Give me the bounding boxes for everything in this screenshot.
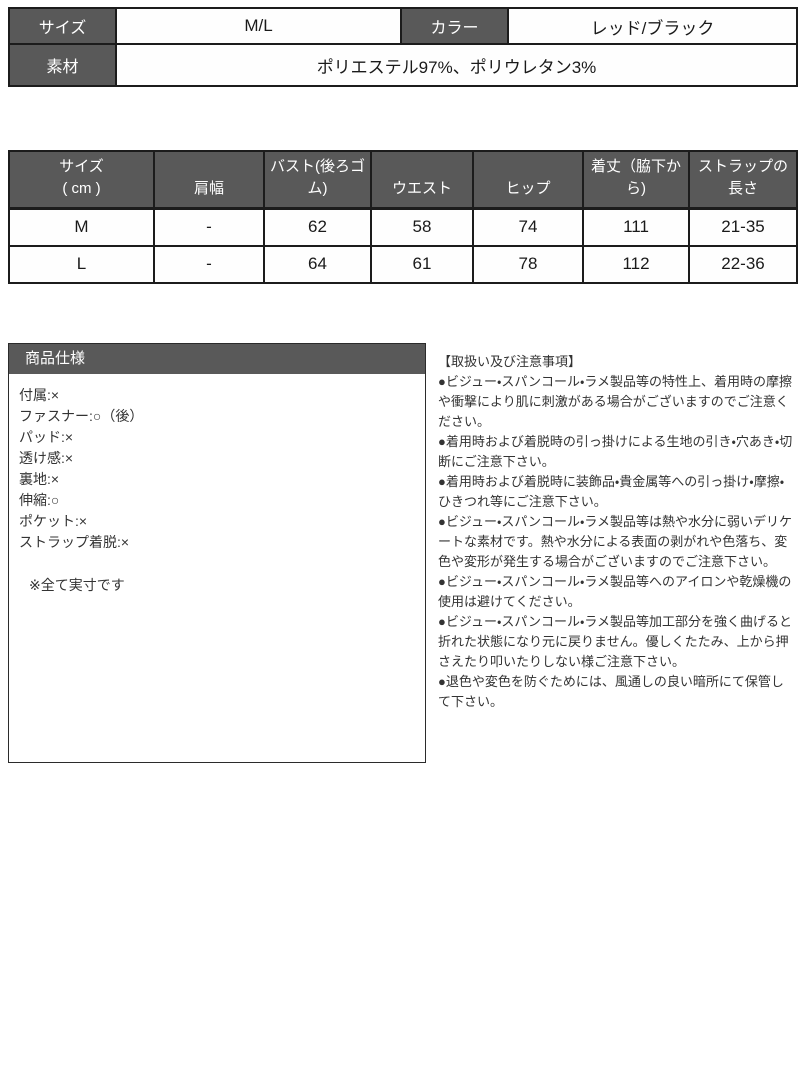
care-note-bending: ●ビジュー・スパンコール・ラメ製品等加工部分を強く曲げると折れた状態になり元に戻… bbox=[438, 614, 793, 669]
product-spec-list: 付属:× ファスナー:○（後） パッド:× 透け感:× 裏地:× 伸縮:○ ポケ… bbox=[9, 374, 425, 596]
spec-item-fastener: ファスナー:○（後） bbox=[19, 408, 144, 424]
size-l-label: L bbox=[8, 244, 155, 284]
info-table-row-material: 素材 ポリエステル97%、ポリウレタン3% bbox=[8, 43, 798, 87]
size-chart-header-hip: ヒップ bbox=[472, 150, 584, 210]
material-label-cell: 素材 bbox=[8, 43, 117, 87]
size-l-hip: 78 bbox=[472, 244, 584, 284]
size-label-cell: サイズ bbox=[8, 7, 117, 45]
spec-item-pocket: ポケット:× bbox=[19, 513, 88, 529]
product-spec-title-bar: 商品仕様 bbox=[9, 344, 425, 374]
size-chart-header-shoulder-width: 肩幅 bbox=[153, 150, 265, 210]
care-note-friction: ●ビジュー・スパンコール・ラメ製品等の特性上、着用時の摩擦や衝撃により肌に刺激が… bbox=[438, 374, 793, 429]
info-table: サイズ M/L カラー レッド/ブラック 素材 ポリエステル97%、ポリウレタン… bbox=[8, 7, 798, 87]
size-m-strap: 21-35 bbox=[688, 207, 798, 247]
size-m-length: 111 bbox=[582, 207, 690, 247]
care-note-jewelry: ●着用時および着脱時に装飾品・貴金属等への引っ掛け・摩擦・ひきつれ等にご注意下さ… bbox=[438, 474, 785, 509]
color-value-cell: レッド/ブラック bbox=[507, 7, 798, 45]
size-m-waist: 58 bbox=[370, 207, 474, 247]
size-chart-header-waist: ウエスト bbox=[370, 150, 474, 210]
care-note-storage: ●退色や変色を防ぐためには、風通しの良い暗所にて保管して下さい。 bbox=[438, 674, 784, 709]
material-value-cell: ポリエステル97%、ポリウレタン3% bbox=[115, 43, 798, 87]
size-chart-header-row: サイズ ( cm ) 肩幅 バスト(後ろゴム) ウエスト ヒップ 着丈（脇下から… bbox=[8, 150, 798, 210]
size-l-bust: 64 bbox=[263, 244, 372, 284]
spec-item-pad: パッド:× bbox=[19, 429, 74, 445]
care-notes-column: 【取扱い及び注意事項】 ●ビジュー・スパンコール・ラメ製品等の特性上、着用時の摩… bbox=[438, 352, 795, 712]
size-l-waist: 61 bbox=[370, 244, 474, 284]
size-l-length: 112 bbox=[582, 244, 690, 284]
size-m-hip: 74 bbox=[472, 207, 584, 247]
spec-item-sheerness: 透け感:× bbox=[19, 450, 74, 466]
care-note-iron-dryer: ●ビジュー・スパンコール・ラメ製品等へのアイロンや乾燥機の使用は避けてください。 bbox=[438, 574, 792, 609]
info-table-row-size-color: サイズ M/L カラー レッド/ブラック bbox=[8, 7, 798, 45]
size-chart-header-strap-length: ストラップの長さ bbox=[688, 150, 798, 210]
spec-item-lining: 裏地:× bbox=[19, 471, 60, 487]
spec-item-strap-detachable: ストラップ着脱:× bbox=[19, 534, 130, 550]
size-m-bust: 62 bbox=[263, 207, 372, 247]
size-chart-header-bust: バスト(後ろゴム) bbox=[263, 150, 372, 210]
size-m-label: M bbox=[8, 207, 155, 247]
spec-item-accessory: 付属:× bbox=[19, 387, 60, 403]
size-chart-row-l: L - 64 61 78 112 22-36 bbox=[8, 244, 798, 284]
care-notes-title: 【取扱い及び注意事項】 bbox=[438, 354, 582, 369]
size-chart-table: サイズ ( cm ) 肩幅 バスト(後ろゴム) ウエスト ヒップ 着丈（脇下から… bbox=[8, 150, 798, 284]
size-m-shoulder: - bbox=[153, 207, 265, 247]
size-chart-header-size-cm: サイズ ( cm ) bbox=[8, 150, 155, 210]
size-chart-row-m: M - 62 58 74 111 21-35 bbox=[8, 207, 798, 247]
care-note-snagging: ●着用時および着脱時の引っ掛けによる生地の引き・穴あき・切断にご注意下さい。 bbox=[438, 434, 793, 469]
spec-note-actual-measurement: ※全て実寸です bbox=[29, 577, 125, 593]
size-value-cell: M/L bbox=[115, 7, 402, 45]
size-chart-header-length: 着丈（脇下から) bbox=[582, 150, 690, 210]
color-label-cell: カラー bbox=[400, 7, 509, 45]
size-l-strap: 22-36 bbox=[688, 244, 798, 284]
product-spec-box: 商品仕様 付属:× ファスナー:○（後） パッド:× 透け感:× 裏地:× 伸縮… bbox=[8, 343, 426, 763]
spec-item-stretch: 伸縮:○ bbox=[19, 492, 60, 508]
size-l-shoulder: - bbox=[153, 244, 265, 284]
care-note-heat-moisture: ●ビジュー・スパンコール・ラメ製品等は熱や水分に弱いデリケートな素材です。熱や水… bbox=[438, 514, 793, 569]
